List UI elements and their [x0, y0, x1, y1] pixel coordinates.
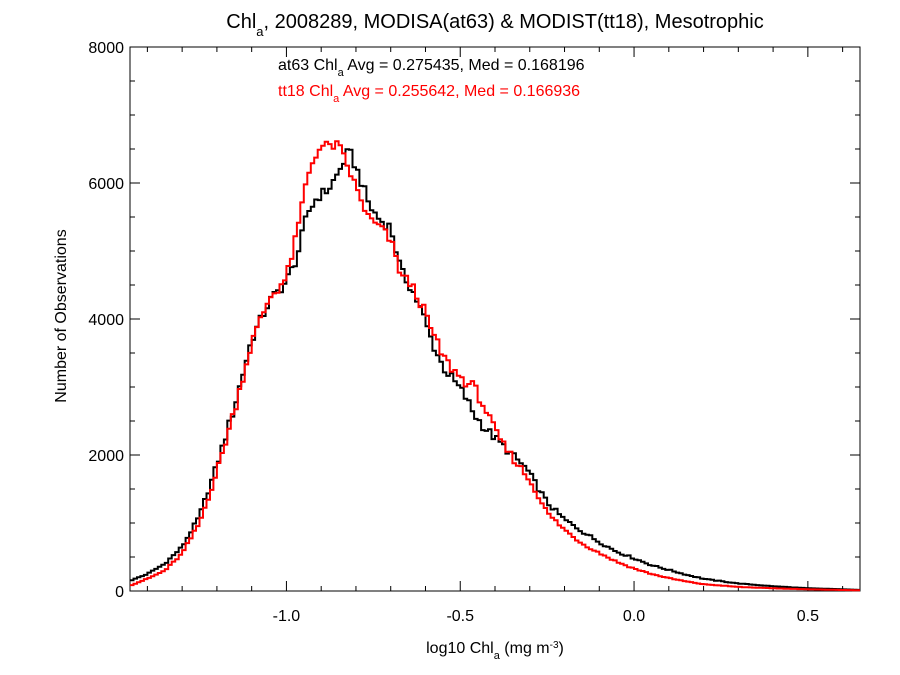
- annotation-at63-prefix: at63 Chl: [278, 57, 338, 74]
- x-axis-label-sub: a: [494, 650, 501, 662]
- y-tick-label: 0: [115, 584, 124, 601]
- x-axis-label-suffix: ): [559, 640, 564, 657]
- y-tick-label: 4000: [88, 312, 124, 329]
- x-axis-ticks: -1.0 -0.5 0.0 0.5: [146, 47, 844, 625]
- x-tick-label: 0.5: [797, 608, 819, 625]
- y-tick-label: 8000: [88, 40, 124, 57]
- annotation-tt18-suffix: Avg = 0.255642, Med = 0.166936: [339, 83, 580, 100]
- annotation-tt18-sub: a: [333, 93, 340, 105]
- x-axis-label-mid: (mg m: [500, 640, 550, 657]
- annotation-tt18: tt18 Chla Avg = 0.255642, Med = 0.166936: [278, 83, 580, 105]
- y-tick-label: 2000: [88, 448, 124, 465]
- y-axis-label: Number of Observations: [53, 229, 70, 402]
- annotation-at63: at63 Chla Avg = 0.275435, Med = 0.168196: [278, 57, 585, 79]
- chart-title: Chla, 2008289, MODISA(at63) & MODIST(tt1…: [226, 11, 763, 39]
- x-tick-label: -1.0: [273, 608, 301, 625]
- chart-title-suffix: , 2008289, MODISA(at63) & MODIST(tt18), …: [264, 11, 764, 33]
- plot-frame: [129, 46, 861, 592]
- x-tick-label: 0.0: [623, 608, 645, 625]
- annotation-tt18-prefix: tt18 Chl: [278, 83, 333, 100]
- x-axis-label-prefix: log10 Chl: [426, 640, 494, 657]
- y-tick-label: 6000: [88, 176, 124, 193]
- x-axis-label: log10 Chla (mg m-3): [426, 640, 564, 663]
- x-tick-label: -0.5: [446, 608, 474, 625]
- series-line-at63: [130, 148, 860, 591]
- x-axis-label-sup: -3: [550, 640, 559, 651]
- chart-title-prefix: Chl: [226, 11, 256, 33]
- y-axis-ticks: 0 2000 4000 6000 8000: [88, 40, 860, 601]
- annotation-at63-suffix: Avg = 0.275435, Med = 0.168196: [344, 57, 585, 74]
- series-line-tt18: [130, 140, 860, 592]
- chart-title-sub: a: [256, 24, 264, 39]
- annotation-at63-sub: a: [338, 67, 345, 79]
